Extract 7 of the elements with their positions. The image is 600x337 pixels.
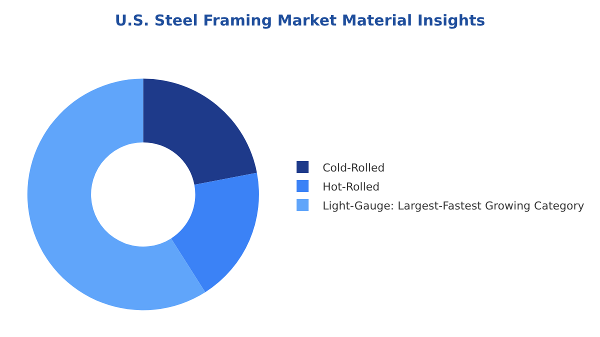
donut-slice — [143, 78, 257, 185]
legend-label: Cold-Rolled — [322, 161, 385, 174]
chart-title: U.S. Steel Framing Market Material Insights — [114, 12, 486, 30]
legend-label: Light-Gauge: Largest-Fastest Growing Category — [322, 199, 585, 212]
legend-label: Hot-Rolled — [322, 180, 380, 194]
donut-slice — [171, 172, 259, 292]
donut-slice — [27, 78, 206, 310]
